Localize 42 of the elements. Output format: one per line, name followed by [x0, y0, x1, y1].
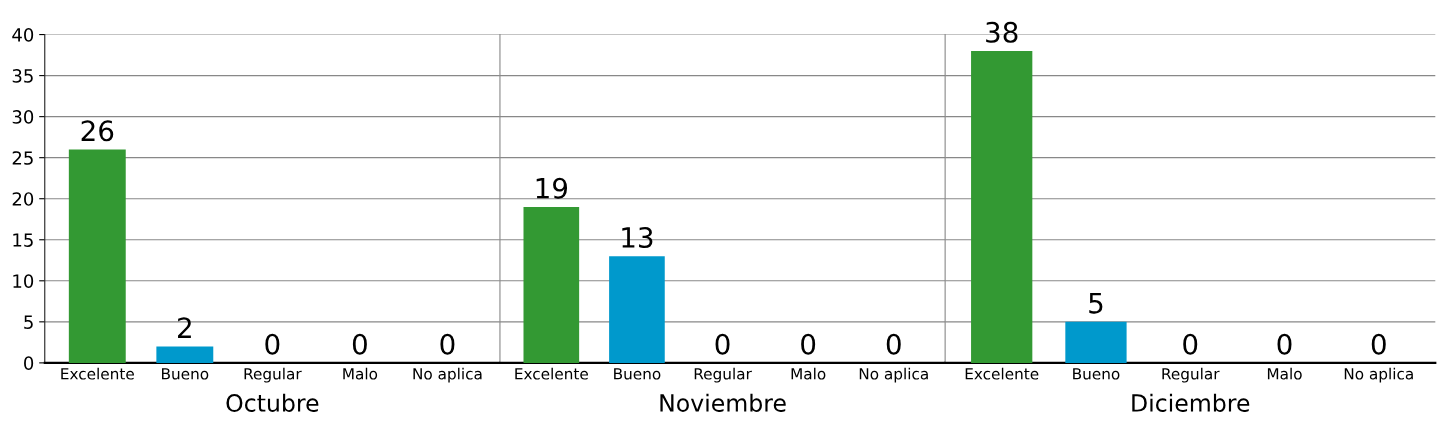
- data-label: 2: [178, 317, 191, 338]
- x-axis-title: Diciembre: [1132, 393, 1250, 412]
- data-label: 0: [352, 333, 367, 355]
- x-tick-label: Malo: [1267, 367, 1302, 380]
- y-tick-label: 40: [12, 28, 34, 42]
- x-tick-label: Excelente: [515, 367, 588, 380]
- x-tick-label: Bueno: [162, 368, 209, 380]
- data-label: 13: [622, 227, 653, 249]
- x-tick-label: Regular: [244, 367, 302, 383]
- y-tick-label: 35: [12, 69, 33, 83]
- data-label: 19: [536, 177, 568, 199]
- y-tick-label: 5: [24, 315, 33, 329]
- x-tick-label: Regular: [694, 367, 752, 383]
- data-label: 38: [986, 21, 1018, 43]
- x-tick-label: No aplica: [413, 367, 482, 383]
- data-label: 5: [1089, 293, 1103, 314]
- x-tick-label: Malo: [791, 367, 826, 380]
- x-tick-label: Excelente: [965, 367, 1039, 380]
- x-axis-title: Noviembre: [660, 393, 786, 412]
- x-tick-label: Malo: [343, 367, 378, 380]
- data-label: 0: [440, 333, 455, 355]
- x-tick-label: No aplica: [1344, 367, 1413, 383]
- y-tick-label: 15: [13, 233, 33, 247]
- x-tick-label: No aplica: [859, 367, 928, 383]
- x-tick-label: Excelente: [61, 367, 134, 380]
- x-tick-label: Regular: [1162, 367, 1220, 383]
- x-tick-label: Bueno: [614, 368, 661, 380]
- data-label: 26: [81, 120, 114, 142]
- x-axis-title: Octubre: [226, 393, 319, 412]
- data-label: 0: [1183, 333, 1198, 355]
- data-label: 0: [801, 333, 816, 355]
- y-tick-label: 0: [24, 356, 34, 370]
- y-tick-label: 20: [12, 192, 34, 206]
- data-label: 0: [1277, 333, 1292, 355]
- y-tick-label: 10: [13, 274, 34, 288]
- x-tick-label: Bueno: [1073, 368, 1120, 380]
- y-tick-label: 30: [12, 110, 34, 124]
- data-label: 0: [715, 333, 730, 355]
- y-tick-label: 25: [12, 151, 33, 165]
- data-label: 0: [265, 333, 280, 355]
- data-label: 0: [1371, 333, 1386, 355]
- data-label: 0: [886, 333, 901, 355]
